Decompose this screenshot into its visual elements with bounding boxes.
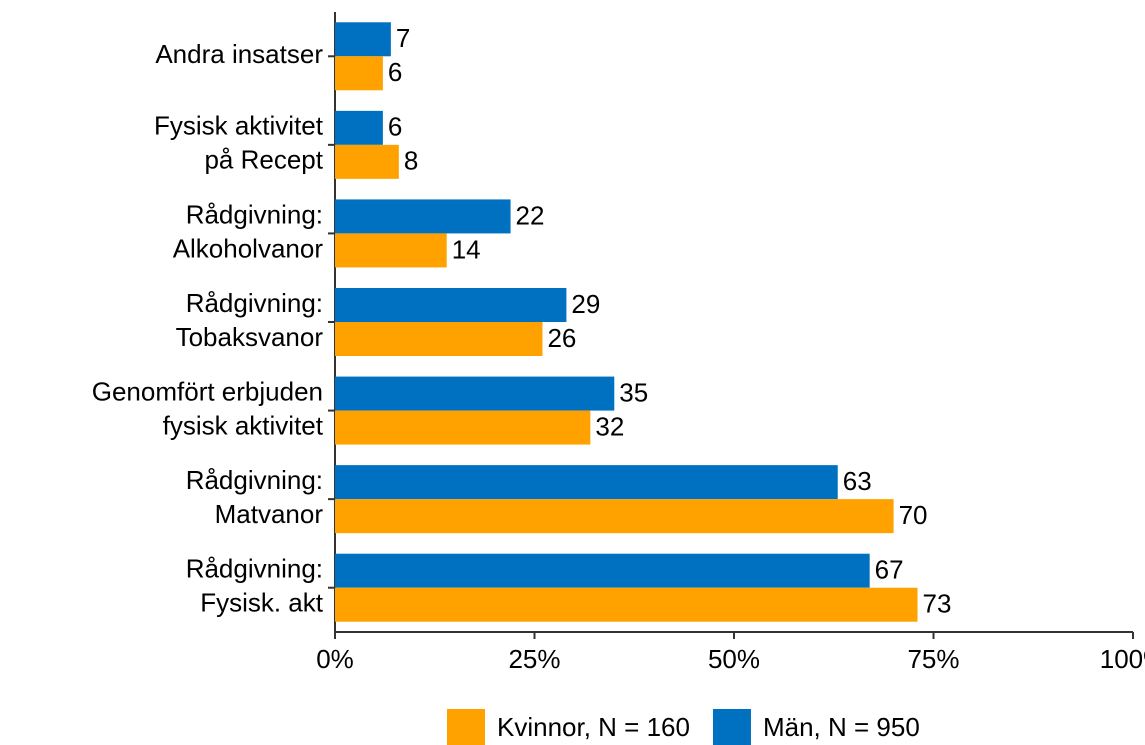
x-tick-label: 75% <box>907 644 959 674</box>
x-tick-label: 50% <box>708 644 760 674</box>
data-label: 14 <box>452 234 481 264</box>
bar <box>335 22 391 57</box>
data-label: 6 <box>388 112 402 142</box>
y-tick-label: Rådgivning: <box>186 288 323 318</box>
bar <box>335 587 918 622</box>
x-tick-label: 100% <box>1100 644 1145 674</box>
bar <box>335 410 591 445</box>
x-tick-label: 0% <box>316 644 354 674</box>
data-label: 29 <box>571 289 600 319</box>
bar <box>335 553 870 588</box>
y-tick-label: på Recept <box>204 145 323 175</box>
y-tick-label: Fysisk aktivitet <box>154 111 324 141</box>
data-label: 8 <box>404 146 418 176</box>
bar <box>335 110 383 145</box>
bar <box>335 322 543 356</box>
y-tick-label: Matvanor <box>215 499 324 529</box>
data-label: 67 <box>875 555 904 585</box>
legend-label: Män, N = 950 <box>763 712 920 742</box>
bar <box>335 199 511 234</box>
data-label: 6 <box>388 57 402 87</box>
legend-swatch <box>712 709 751 745</box>
y-tick-label: Rådgivning: <box>186 199 323 229</box>
bar <box>335 288 567 322</box>
y-tick-label: Genomfört erbjuden <box>92 376 323 406</box>
bar <box>335 376 615 411</box>
data-label: 35 <box>619 377 648 407</box>
bar <box>335 233 447 268</box>
y-tick-label: fysisk aktivitet <box>163 410 324 440</box>
y-tick-label: Fysisk. akt <box>200 588 324 618</box>
bar <box>335 56 383 91</box>
y-tick-label: Tobaksvanor <box>176 322 324 352</box>
bar <box>335 144 399 179</box>
legend-label: Kvinnor, N = 160 <box>497 712 690 742</box>
data-label: 63 <box>843 466 872 496</box>
x-tick-label: 25% <box>508 644 560 674</box>
bar <box>335 499 894 534</box>
data-label: 32 <box>595 411 624 441</box>
y-tick-label: Alkoholvanor <box>173 233 324 263</box>
y-tick-label: Rådgivning: <box>186 465 323 495</box>
y-tick-label: Andra insatser <box>155 39 323 69</box>
data-label: 26 <box>547 323 576 353</box>
legend-swatch <box>447 709 485 745</box>
y-tick-label: Rådgivning: <box>186 554 323 584</box>
data-label: 7 <box>396 23 410 53</box>
data-label: 73 <box>923 589 952 619</box>
data-label: 22 <box>516 200 545 230</box>
data-label: 70 <box>899 500 928 530</box>
bar <box>335 465 838 500</box>
